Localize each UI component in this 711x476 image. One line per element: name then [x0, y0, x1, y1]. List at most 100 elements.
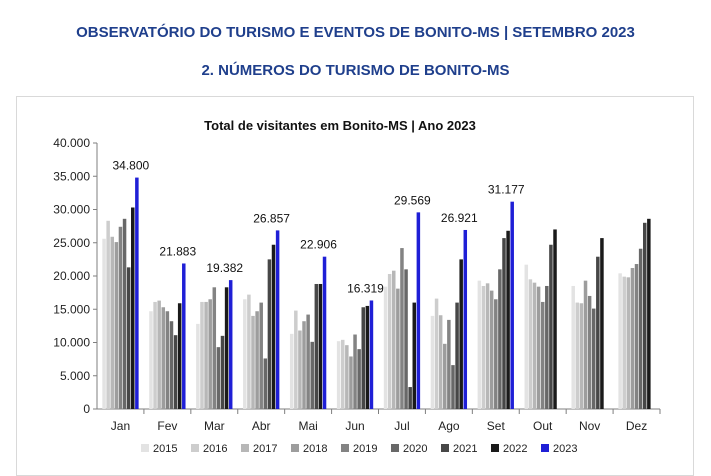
bar-2020-Dez [638, 248, 643, 409]
y-tick-label: 5.000 [60, 369, 90, 383]
bar-2019-Fev [165, 311, 170, 409]
bar-2016-Nov [575, 302, 580, 409]
bar-2019-Jun [353, 334, 357, 409]
bar-2016-Mai [294, 310, 298, 409]
x-tick-label: Out [533, 419, 553, 433]
data-label-2023: 22.906 [300, 238, 337, 252]
bar-2015-Dez [618, 273, 622, 409]
bar-2019-Jan [118, 226, 123, 409]
bar-2020-Abr [263, 358, 268, 409]
bar-2016-Jan [106, 220, 110, 409]
bar-2020-Ago [451, 365, 455, 409]
bar-2018-Ago [443, 343, 447, 409]
bar-2018-Nov [583, 280, 588, 409]
bar-2016-Jun [340, 339, 345, 409]
x-tick-label: Jun [345, 419, 364, 433]
x-tick-label: Nov [579, 419, 600, 433]
bar-2018-Mai [302, 321, 306, 409]
bar-2022-Ago [459, 259, 463, 409]
bar-2023-Jun [369, 300, 374, 409]
bar-2015-Jan [102, 238, 106, 409]
y-tick-label: 35.000 [53, 169, 90, 183]
data-label-2023: 29.569 [394, 193, 431, 207]
bar-2022-Out [553, 229, 557, 409]
data-label-2023: 21.883 [159, 244, 196, 258]
chart-title: Total de visitantes em Bonito-MS | Ano 2… [204, 118, 476, 133]
legend-label: 2022 [503, 443, 527, 455]
bar-2016-Mar [200, 301, 204, 409]
bar-2020-Nov [591, 308, 596, 409]
bar-2017-Abr [251, 315, 255, 409]
data-label-2023: 34.800 [113, 159, 150, 173]
bar-2015-Mar [196, 323, 200, 409]
legend-label: 2021 [453, 443, 477, 455]
legend-label: 2015 [153, 443, 177, 455]
bar-2022-Jun [365, 305, 370, 409]
bar-2019-Ago [447, 319, 451, 409]
legend-label: 2016 [203, 443, 227, 455]
legend-swatch-2017 [241, 444, 249, 452]
bar-2018-Mar [208, 299, 212, 409]
axis-layer: 0 5.000 10.000 15.000 20.000 25.000 30.000 35.0… [53, 136, 661, 433]
bar-2017-Dez [626, 277, 631, 409]
bar-2018-Jun [349, 356, 353, 409]
bar-2015-Jun [336, 341, 341, 409]
legend-swatch-2016 [191, 444, 199, 452]
bar-2020-Mar [216, 347, 221, 409]
y-tick-label: 25.000 [53, 236, 90, 250]
x-tick-label: Fev [157, 419, 177, 433]
legend-swatch-2021 [441, 444, 449, 452]
bar-2021-Jul [408, 387, 412, 409]
bar-2017-Jul [392, 270, 396, 409]
x-tick-label: Abr [252, 419, 271, 433]
legend-label: 2019 [353, 443, 377, 455]
bar-2020-Jun [357, 349, 361, 409]
bar-2021-Ago [455, 302, 459, 409]
bar-2022-Dez [647, 218, 651, 409]
legend: 2015 2016 2017 2018 2019 2020 2021 2022 2023 [141, 443, 577, 455]
bar-2017-Mai [298, 330, 302, 409]
bar-2018-Abr [255, 311, 259, 409]
bar-2019-Dez [634, 264, 639, 409]
x-tick-label: Ago [438, 419, 460, 433]
bar-2019-Nov [587, 295, 592, 409]
bar-2023-Jul [416, 212, 421, 409]
legend-swatch-2018 [291, 444, 299, 452]
bar-2023-Mar [228, 280, 233, 409]
bar-2020-Out [545, 285, 549, 409]
bar-2020-Set [498, 269, 502, 409]
bar-2017-Out [532, 282, 537, 409]
section-title: 2. NÚMEROS DO TURISMO DE BONITO-MS [201, 62, 510, 79]
bar-2023-Jan [135, 177, 139, 409]
legend-swatch-2015 [141, 444, 149, 452]
y-tick-label: 40.000 [53, 136, 90, 150]
x-tick-label: Jul [394, 419, 409, 433]
bar-2018-Fev [161, 307, 166, 409]
x-tick-label: Set [487, 419, 506, 433]
bar-2016-Ago [434, 298, 439, 409]
bar-2021-Out [549, 244, 553, 409]
bar-2023-Ago [463, 229, 468, 409]
bar-2023-Fev [182, 263, 186, 409]
bar-2023-Mai [322, 256, 327, 409]
bar-2022-Mai [318, 283, 323, 409]
bar-2022-Mar [224, 287, 229, 409]
legend-swatch-2023 [541, 444, 549, 452]
bar-2015-Jul [383, 286, 388, 409]
legend-swatch-2022 [491, 444, 499, 452]
bar-2021-Nov [596, 256, 600, 409]
bar-2019-Jul [400, 248, 404, 409]
bar-2021-Set [502, 238, 506, 409]
bar-2019-Set [494, 299, 498, 409]
bar-2017-Nov [579, 303, 584, 409]
bar-2019-Out [540, 301, 545, 409]
bar-2021-Mar [220, 335, 225, 409]
legend-label: 2017 [253, 443, 277, 455]
bar-2018-Out [536, 286, 541, 409]
bar-2019-Abr [259, 302, 263, 409]
data-label-2023: 26.921 [441, 211, 478, 225]
data-label-2023: 31.177 [488, 183, 525, 197]
bar-2021-Jan [126, 267, 131, 409]
bar-2018-Set [489, 290, 494, 409]
bar-2020-Jul [404, 269, 408, 409]
